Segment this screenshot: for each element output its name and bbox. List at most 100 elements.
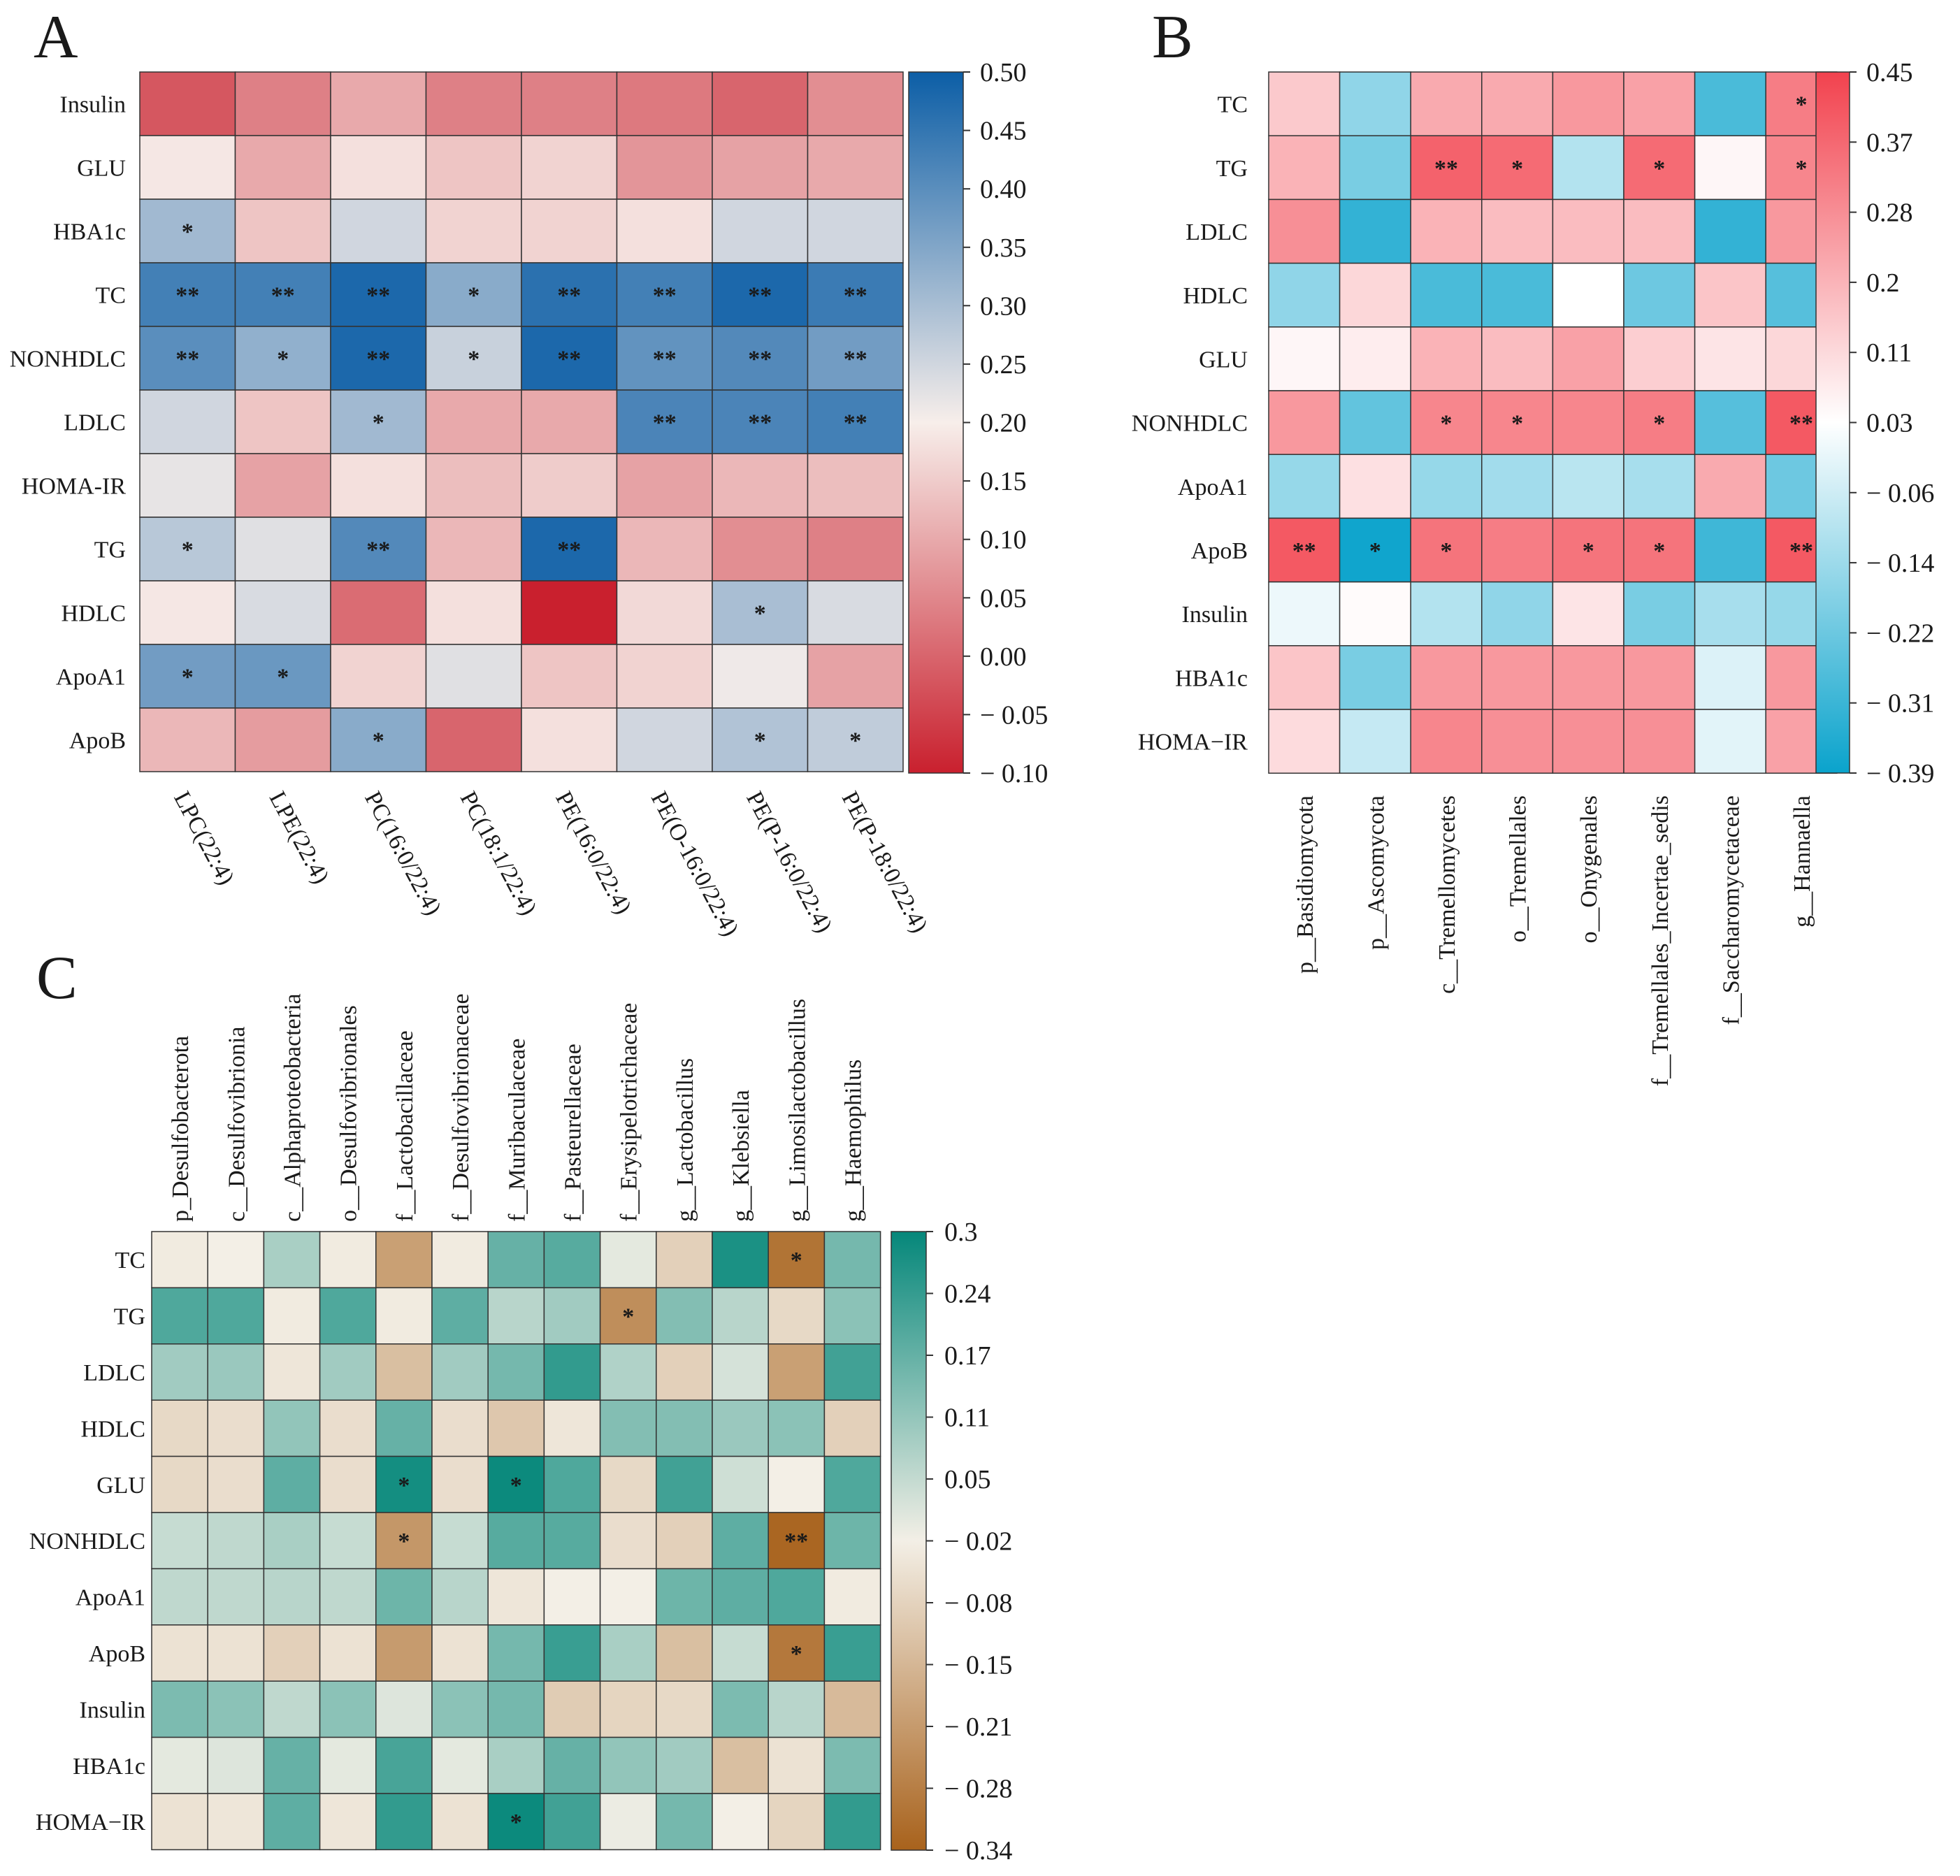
heatmap-cell <box>425 580 522 645</box>
heatmap-cell <box>1481 71 1554 136</box>
row-label: HDLC <box>61 601 126 627</box>
heatmap-cell <box>207 1343 265 1401</box>
significance-marker: * <box>510 1810 522 1835</box>
heatmap-cell <box>823 1455 881 1513</box>
heatmap-cell <box>616 517 713 582</box>
heatmap-cell <box>425 644 522 709</box>
significance-marker: * <box>754 601 766 627</box>
colorbar-tick-label: 0.03 <box>1866 409 1913 438</box>
heatmap-cell <box>1339 135 1411 201</box>
panel-b-heatmap: B*** * * ** * * **** * * * * **TCTGLDLCHDLCGLUNONHD… <box>1132 3 1935 1086</box>
heatmap-cell <box>1268 71 1341 136</box>
row-label: HBA1c <box>73 1754 145 1780</box>
heatmap-cell <box>807 326 904 391</box>
heatmap-cell <box>656 1231 713 1289</box>
significance-marker: ** <box>748 410 772 436</box>
colorbar-tick-label: − 0.31 <box>1866 689 1934 719</box>
heatmap-cell <box>234 453 331 518</box>
heatmap-cell <box>656 1455 713 1513</box>
column-label: g__Hannaella <box>1789 795 1815 928</box>
heatmap-cell <box>1481 326 1554 391</box>
heatmap-cell <box>151 1512 208 1570</box>
heatmap-cell <box>599 1736 657 1794</box>
heatmap-cell <box>1481 262 1554 328</box>
heatmap-cell <box>487 1343 545 1401</box>
heatmap-cell <box>521 326 618 391</box>
heatmap-cell <box>712 389 809 454</box>
heatmap-cell <box>1339 709 1411 774</box>
heatmap-cell <box>425 135 522 200</box>
heatmap-cell <box>330 580 427 645</box>
significance-marker: ** <box>557 347 581 373</box>
heatmap-cell <box>712 1399 769 1457</box>
heatmap-cell <box>139 389 236 454</box>
heatmap-cell <box>807 453 904 518</box>
heatmap-cell <box>487 1568 545 1626</box>
heatmap-cell <box>375 1793 433 1851</box>
heatmap-cell <box>1694 71 1766 136</box>
heatmap-cell <box>521 135 618 200</box>
heatmap-cell <box>425 517 522 582</box>
heatmap-cell <box>431 1736 489 1794</box>
heatmap-cell <box>1694 517 1766 583</box>
heatmap-cell <box>1268 326 1341 391</box>
heatmap-cell <box>375 1455 433 1513</box>
row-label: ApoA1 <box>1178 475 1248 500</box>
heatmap-cell <box>599 1231 657 1289</box>
column-label: c__Desulfovibrionia <box>224 1027 250 1222</box>
heatmap-cell <box>712 707 809 772</box>
row-label: Insulin <box>1182 602 1248 628</box>
heatmap-cell <box>1694 199 1766 264</box>
heatmap-cell <box>543 1455 601 1513</box>
heatmap-cell <box>431 1680 489 1738</box>
heatmap-cell <box>823 1231 881 1289</box>
heatmap-cell <box>807 71 904 136</box>
colorbar-tick-label: − 0.28 <box>944 1775 1012 1804</box>
heatmap-cell <box>207 1399 265 1457</box>
heatmap-cell <box>768 1793 826 1851</box>
heatmap-cell <box>656 1624 713 1682</box>
column-label: f__Lactobacillaceae <box>392 1030 418 1222</box>
heatmap-cell <box>263 1624 321 1682</box>
colorbar-tick-label: 0.37 <box>1866 128 1913 157</box>
column-label: p_Desulfobacterota <box>168 1036 194 1222</box>
significance-marker: ** <box>557 537 581 563</box>
row-label: NONHDLC <box>1132 411 1248 437</box>
heatmap-cell <box>1410 326 1483 391</box>
heatmap-cell <box>139 326 236 391</box>
heatmap-cell <box>656 1512 713 1570</box>
significance-marker: * <box>398 1473 410 1499</box>
heatmap-cell <box>807 644 904 709</box>
heatmap-cell <box>1623 135 1696 201</box>
heatmap-cell <box>207 1231 265 1289</box>
heatmap-cell <box>375 1231 433 1289</box>
heatmap-cell <box>1552 71 1624 136</box>
colorbar-tick-label: − 0.34 <box>944 1836 1012 1866</box>
heatmap-cell <box>616 199 713 264</box>
heatmap-cell <box>151 1231 208 1289</box>
heatmap-cell <box>823 1399 881 1457</box>
heatmap-cell <box>1623 454 1696 519</box>
significance-marker: * <box>1653 411 1665 437</box>
heatmap-cell <box>375 1736 433 1794</box>
heatmap-cell <box>319 1680 377 1738</box>
significance-marker: ** <box>748 283 772 309</box>
significance-marker: ** <box>175 283 199 309</box>
heatmap-cell <box>521 644 618 709</box>
heatmap-cell <box>1339 199 1411 264</box>
row-label: TC <box>1218 92 1248 118</box>
heatmap-cell <box>599 1399 657 1457</box>
heatmap-cell <box>1694 645 1766 710</box>
colorbar-tick-label: 0.45 <box>1866 58 1913 87</box>
colorbar-tick-label: 0.15 <box>980 467 1027 496</box>
significance-marker: ** <box>1789 538 1813 564</box>
colorbar-tick-label: 0.35 <box>980 233 1027 263</box>
heatmap-cell <box>1481 581 1554 647</box>
heatmap-cell <box>543 1512 601 1570</box>
heatmap-cell <box>712 580 809 645</box>
heatmap-cell <box>521 453 618 518</box>
column-label: f__Tremellales_Incertae_sedis <box>1648 795 1673 1086</box>
column-label: g__Haemophilus <box>841 1060 867 1222</box>
heatmap-cell <box>656 1680 713 1738</box>
